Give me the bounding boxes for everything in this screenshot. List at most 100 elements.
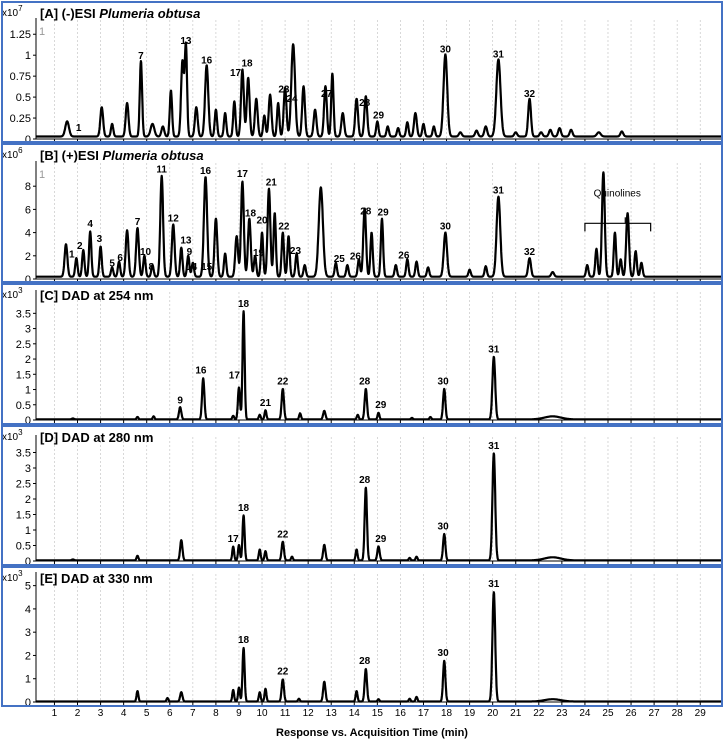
panel-title: [A] (-)ESI Plumeria obtusa	[40, 6, 200, 21]
x-tick-label: 1	[52, 708, 58, 719]
peak-label: 31	[488, 579, 500, 590]
peak-label: 26	[398, 250, 410, 261]
x-tick-label: 13	[326, 708, 338, 719]
peak-label: 18	[241, 59, 253, 70]
y-tick-label: 0	[25, 415, 31, 427]
panel-title: [B] (+)ESI Plumeria obtusa	[40, 148, 204, 163]
peak-label: 11	[156, 165, 167, 176]
trace-line	[35, 452, 722, 562]
peak-label: 31	[488, 344, 500, 355]
x-tick-label: 25	[602, 708, 614, 719]
x-tick-label: 2	[75, 708, 81, 719]
exponent-base: x10	[2, 573, 19, 584]
peak-label: 15	[201, 262, 213, 273]
exponent-power: 3	[18, 428, 23, 437]
peak-label: 14	[186, 262, 198, 273]
panel-title-species: Plumeria obtusa	[99, 6, 200, 21]
x-tick-label: 20	[487, 708, 499, 719]
x-tick-label: 24	[579, 708, 591, 719]
peak-label: 30	[438, 522, 450, 533]
y-tick-label: 6	[25, 204, 31, 216]
y-tick-label: 1.25	[10, 29, 31, 41]
peak-label: 16	[201, 55, 213, 66]
peak-label: 12	[168, 213, 180, 224]
peak-label: 10	[140, 247, 152, 258]
peak-label: 17	[229, 370, 241, 381]
peak-label: 27	[321, 89, 333, 100]
panel-title-prefix: [E] DAD at 330 nm	[40, 571, 153, 586]
x-tick-label: 19	[464, 708, 476, 719]
peak-label: 32	[524, 247, 536, 258]
exponent-base: x10	[2, 8, 19, 19]
peak-label: 8	[149, 262, 155, 273]
peak-label: 22	[277, 376, 289, 387]
trace-line	[35, 41, 722, 138]
y-tick-label: 0	[25, 556, 31, 568]
panel-title-species: Plumeria obtusa	[102, 148, 203, 163]
peak-label: 22	[277, 529, 289, 540]
x-tick-label: 10	[256, 708, 268, 719]
y-tick-label: 2	[25, 354, 31, 366]
y-exponent-label: x106	[2, 146, 23, 161]
y-tick-label: 0	[25, 134, 31, 146]
peak-label: 30	[438, 648, 450, 659]
exponent-power: 7	[18, 4, 23, 13]
x-tick-label: 4	[121, 708, 127, 719]
panel-title-prefix: [C] DAD at 254 nm	[40, 288, 153, 303]
y-tick-label: 2.5	[16, 339, 31, 351]
peak-label: 29	[375, 400, 387, 411]
x-tick-label: 29	[695, 708, 707, 719]
x-axis-title: Response vs. Acquisition Time (min)	[276, 727, 468, 739]
x-tick-label: 15	[372, 708, 384, 719]
peak-label: 1	[76, 123, 82, 134]
exponent-base: x10	[2, 150, 19, 161]
panel-corner-label: 1	[39, 26, 45, 38]
peak-label: 5	[109, 259, 115, 270]
peak-label: 19	[253, 248, 265, 259]
y-tick-label: 1	[25, 50, 31, 62]
peak-label: 28	[359, 98, 371, 109]
peak-label: 24	[286, 94, 298, 105]
y-tick-label: 0.5	[16, 92, 31, 104]
panel-d: 0 0.5 1 1.5 2 2.5 3 3.5 17 18 22 28 29 30 31 [D] DAD at…	[1, 425, 723, 568]
peak-label: 31	[493, 185, 505, 196]
peak-label: 28	[360, 206, 372, 217]
x-tick-label: 6	[167, 708, 173, 719]
x-tick-label: 5	[144, 708, 150, 719]
quinolines-label: Quinolines	[594, 189, 641, 200]
x-tick-label: 28	[672, 708, 684, 719]
panel-corner-label: 1	[39, 169, 45, 181]
panel-title-prefix: [D] DAD at 280 nm	[40, 430, 153, 445]
peak-label: 28	[359, 656, 371, 667]
exponent-power: 3	[18, 569, 23, 578]
peak-label: 1	[69, 249, 75, 260]
y-tick-label: 3.5	[16, 308, 31, 320]
y-exponent-label: x103	[2, 428, 23, 443]
peak-label: 9	[187, 247, 193, 258]
y-tick-label: 0.5	[16, 400, 31, 412]
peak-label: 6	[117, 253, 123, 264]
y-tick-label: 3.5	[16, 448, 31, 460]
y-tick-label: 1.5	[16, 510, 31, 522]
peak-label: 18	[238, 299, 250, 310]
peak-label: 28	[359, 475, 371, 486]
panel-c: 0 0.5 1 1.5 2 2.5 3 3.5 9 16 17 18 21 22 28 29 30 31 [C] D…	[1, 283, 723, 427]
y-tick-label: 3	[25, 627, 31, 639]
y-tick-label: 0.75	[10, 71, 31, 83]
y-tick-label: 0.25	[10, 113, 31, 125]
y-exponent-label: x103	[2, 286, 23, 301]
panel-frame	[1, 1, 723, 143]
peak-label: 13	[180, 36, 192, 47]
trace-line	[35, 310, 722, 421]
y-tick-label: 1	[25, 674, 31, 686]
y-tick-label: 2	[25, 494, 31, 506]
x-tick-label: 16	[395, 708, 407, 719]
peak-label: 16	[195, 366, 207, 377]
peak-label: 20	[256, 216, 268, 227]
y-tick-label: 2	[25, 251, 31, 263]
peak-label: 9	[177, 395, 183, 406]
